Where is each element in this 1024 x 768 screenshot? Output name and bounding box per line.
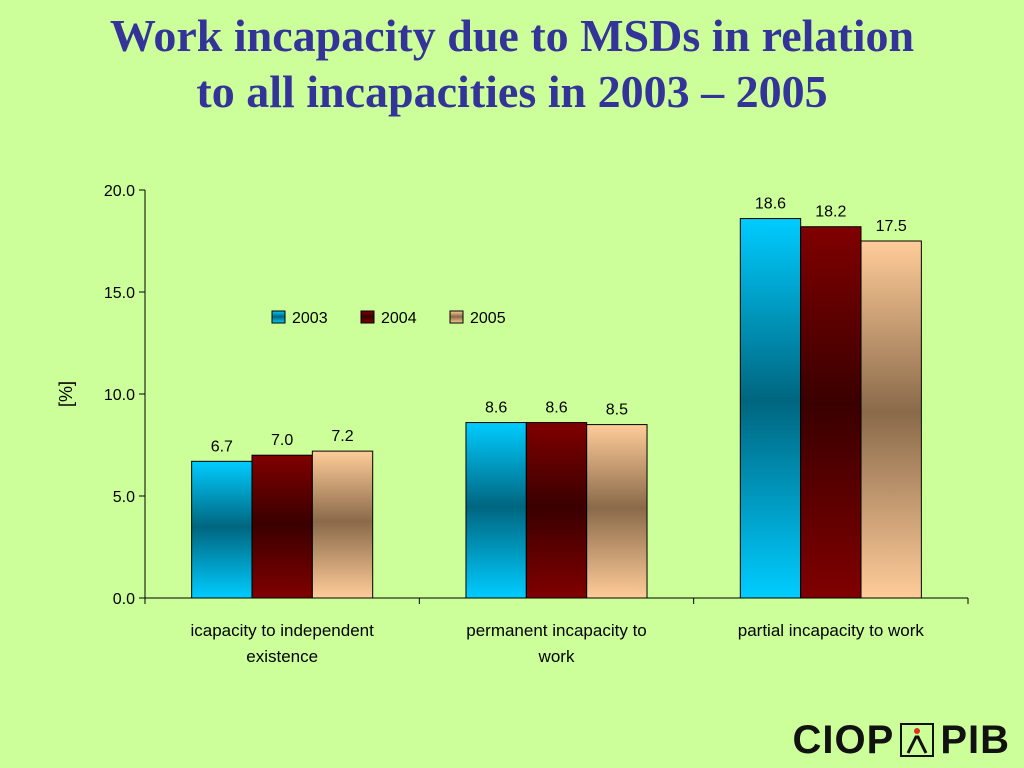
bar xyxy=(465,422,527,599)
data-label: 8.6 xyxy=(485,400,507,417)
category-label: partial incapacity to work xyxy=(738,621,925,640)
y-axis-label: [%] xyxy=(56,381,76,407)
bar xyxy=(191,460,253,599)
y-tick-label: 5.0 xyxy=(113,489,135,506)
legend-label: 2005 xyxy=(470,310,506,327)
logo-figure-icon xyxy=(900,723,935,757)
data-label: 8.5 xyxy=(606,402,628,419)
category-label: work xyxy=(538,647,575,666)
data-label: 8.6 xyxy=(545,400,567,417)
category-label: permanent incapacity to xyxy=(466,621,647,640)
bar xyxy=(251,454,313,599)
bar xyxy=(311,450,374,599)
legend-swatch xyxy=(271,310,286,324)
data-label: 7.0 xyxy=(271,432,293,449)
title-line-1: Work incapacity due to MSDs in relation xyxy=(109,10,915,61)
data-label: 18.6 xyxy=(755,196,786,213)
title-line-2: to all incapacities in 2003 – 2005 xyxy=(196,66,828,117)
y-tick-label: 15.0 xyxy=(104,285,135,302)
data-label: 17.5 xyxy=(876,218,907,235)
ciop-pib-logo: CIOP PIB xyxy=(792,717,1010,762)
data-label: 6.7 xyxy=(211,438,233,455)
legend-swatch xyxy=(449,310,464,324)
y-tick-label: 10.0 xyxy=(104,387,135,404)
bar xyxy=(586,424,648,599)
logo-text-left: CIOP xyxy=(792,717,895,762)
bar xyxy=(800,226,862,599)
bar xyxy=(860,240,922,599)
data-label: 18.2 xyxy=(815,204,846,221)
legend-label: 2004 xyxy=(381,310,417,327)
legend-swatch xyxy=(360,310,375,324)
logo-text-right: PIB xyxy=(940,717,1010,762)
bar xyxy=(739,218,802,599)
data-label: 7.2 xyxy=(331,428,353,445)
legend-label: 2003 xyxy=(292,310,328,327)
category-label: icapacity to independent xyxy=(190,621,374,640)
slide-title: Work incapacity due to MSDs in relation … xyxy=(0,8,1024,120)
y-tick-label: 0.0 xyxy=(113,591,135,608)
y-tick-label: 20.0 xyxy=(104,183,135,200)
category-label: existence xyxy=(246,647,318,666)
bar xyxy=(525,422,588,599)
